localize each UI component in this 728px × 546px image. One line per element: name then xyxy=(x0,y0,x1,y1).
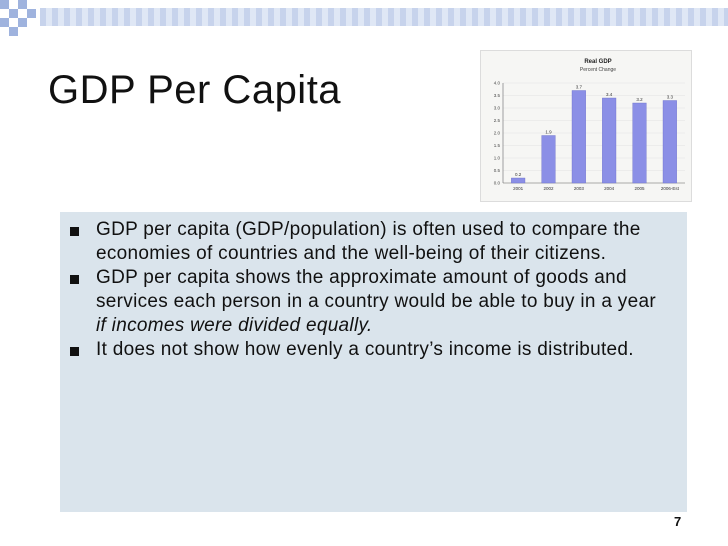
bar xyxy=(511,177,526,184)
bullet-text: It does not show how evenly a country’s … xyxy=(96,339,634,360)
bullet-text-emphasis: if incomes were divided equally. xyxy=(96,315,373,336)
data-label: 3.4 xyxy=(606,92,613,97)
decorative-top-band xyxy=(40,8,728,26)
chart-subtitle: Percent Change xyxy=(580,67,616,73)
bar xyxy=(571,90,586,184)
content-panel: GDP per capita (GDP/population) is often… xyxy=(60,212,687,512)
data-label: 3.2 xyxy=(636,97,643,102)
bullet-marker xyxy=(70,227,79,236)
bullet-text: GDP per capita shows the approximate amo… xyxy=(96,267,656,312)
decorative-checker xyxy=(0,0,60,40)
y-tick-label: 0.0 xyxy=(494,181,501,186)
y-tick-label: 1.0 xyxy=(494,156,501,161)
bar xyxy=(602,97,617,184)
data-label: 1.9 xyxy=(545,130,552,135)
data-label: 3.7 xyxy=(576,85,583,90)
x-tick-label: 2006-Est xyxy=(661,186,680,191)
data-label: 0.2 xyxy=(515,172,522,177)
bullet-marker xyxy=(70,275,79,284)
bullet-item: It does not show how evenly a country’s … xyxy=(60,338,660,362)
bullet-text: GDP per capita (GDP/population) is often… xyxy=(96,219,641,264)
gdp-chart: Real GDP Percent Change 0.0 0.5 1.0 1.5 2.0 2.5… xyxy=(480,50,692,202)
y-tick-label: 1.5 xyxy=(494,143,501,148)
x-tick-label: 2004 xyxy=(604,186,615,191)
bullet-item: GDP per capita (GDP/population) is often… xyxy=(60,218,660,266)
x-tick-label: 2002 xyxy=(543,186,554,191)
y-tick-label: 4.0 xyxy=(494,81,501,86)
slide-title: GDP Per Capita xyxy=(48,68,342,112)
y-tick-label: 2.0 xyxy=(494,131,501,136)
page-number: 7 xyxy=(674,514,682,529)
bullet-item: GDP per capita shows the approximate amo… xyxy=(60,266,660,338)
chart-title: Real GDP xyxy=(584,59,611,65)
bullet-marker xyxy=(70,347,79,356)
x-tick-label: 2001 xyxy=(513,186,524,191)
x-tick-label: 2003 xyxy=(574,186,585,191)
bullet-list: GDP per capita (GDP/population) is often… xyxy=(60,218,660,362)
y-tick-label: 2.5 xyxy=(494,118,501,123)
y-tick-label: 0.5 xyxy=(494,168,501,173)
data-label: 3.3 xyxy=(667,95,674,100)
bar xyxy=(662,100,677,184)
bar xyxy=(541,135,556,184)
gdp-chart-svg: Real GDP Percent Change 0.0 0.5 1.0 1.5 2.0 2.5… xyxy=(494,59,685,191)
x-tick-label: 2005 xyxy=(634,186,645,191)
y-tick-label: 3.0 xyxy=(494,106,501,111)
bar xyxy=(632,102,647,184)
y-tick-label: 3.5 xyxy=(494,93,501,98)
